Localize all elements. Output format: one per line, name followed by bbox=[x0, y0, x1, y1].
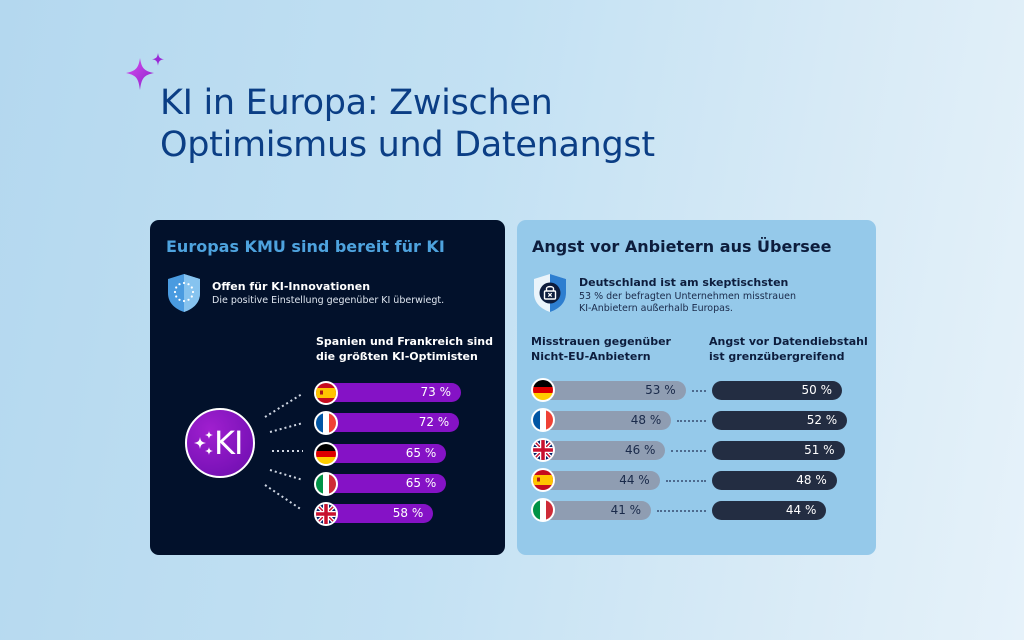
row-connector bbox=[665, 480, 706, 482]
distrust-value-label: 44 % bbox=[619, 473, 650, 487]
column-heading-theft-line-1: Angst vor Datendiebstahl bbox=[709, 335, 868, 348]
ki-badge-label: KI bbox=[214, 424, 243, 462]
flag-fr-icon bbox=[531, 408, 555, 432]
row-connector bbox=[691, 390, 706, 392]
connector-line bbox=[264, 484, 303, 511]
ai-sparkle-icon bbox=[194, 431, 213, 455]
ki-badge: KI bbox=[185, 408, 255, 478]
flag-de-icon bbox=[314, 441, 338, 466]
theft-bar-gb: 51 % bbox=[712, 441, 845, 460]
theft-bar-de: 50 % bbox=[712, 381, 842, 400]
panel-title: Europas KMU sind bereit für KI bbox=[166, 237, 445, 256]
column-heading-distrust-line-1: Misstrauen gegenüber bbox=[531, 335, 671, 348]
theft-value-label: 51 % bbox=[804, 443, 835, 457]
page-title-line-2: Optimismus und Datenangst bbox=[160, 125, 655, 165]
theft-bar-es: 48 % bbox=[712, 471, 837, 490]
info-text: 53 % der befragten Unternehmen misstraue… bbox=[579, 291, 796, 315]
info-heading: Deutschland ist am skeptischsten bbox=[579, 276, 789, 289]
bar-value-label: 58 % bbox=[392, 506, 424, 521]
connector-line bbox=[269, 422, 304, 433]
bar-value-label: 72 % bbox=[418, 415, 450, 430]
column-heading-distrust: Misstrauen gegenüber Nicht-EU-Anbietern bbox=[531, 334, 671, 364]
distrust-bar-gb: 46 % bbox=[533, 441, 666, 460]
flag-it-icon bbox=[314, 471, 338, 496]
bar-fr: 72 % bbox=[316, 413, 460, 433]
panel-overseas-fear: Angst vor Anbietern aus Übersee Deutschl… bbox=[517, 220, 876, 555]
distrust-value-label: 53 % bbox=[645, 383, 676, 397]
bar-value-label: 73 % bbox=[420, 385, 452, 399]
chart-subheading-line-1: Spanien und Frankreich sind bbox=[316, 335, 493, 348]
distrust-bar-es: 44 % bbox=[533, 471, 660, 490]
flag-gb-icon bbox=[314, 502, 338, 527]
bar-value-label: 65 % bbox=[405, 475, 437, 490]
flag-de-icon bbox=[531, 378, 555, 402]
flag-es-icon bbox=[531, 468, 555, 492]
page-title-line-1: KI in Europa: Zwischen bbox=[160, 83, 553, 123]
panel-ai-readiness: Europas KMU sind bereit für KI Offen für… bbox=[150, 220, 505, 555]
bar-de: 65 % bbox=[316, 443, 447, 463]
bar-gb: 58 % bbox=[316, 504, 434, 524]
info-text-line-1: 53 % der befragten Unternehmen misstraue… bbox=[579, 291, 796, 302]
sparkle-icon bbox=[126, 53, 164, 90]
theft-value-label: 44 % bbox=[785, 503, 817, 517]
lock-shield-icon bbox=[534, 274, 566, 312]
theft-value-label: 52 % bbox=[806, 413, 838, 427]
row-connector bbox=[657, 510, 706, 512]
bar-value-label: 65 % bbox=[405, 445, 437, 460]
connector-line bbox=[269, 469, 304, 481]
theft-bar-fr: 52 % bbox=[712, 411, 848, 430]
flag-gb-icon bbox=[531, 438, 555, 462]
bar-es: 73 % bbox=[316, 383, 462, 402]
page-title: KI in Europa: Zwischen Optimismus und Da… bbox=[160, 82, 655, 166]
panel-title: Angst vor Anbietern aus Übersee bbox=[532, 237, 832, 256]
distrust-value-label: 46 % bbox=[624, 443, 656, 457]
info-heading: Offen für KI-Innovationen bbox=[212, 280, 371, 293]
distrust-bar-de: 53 % bbox=[533, 381, 686, 400]
connector-lines bbox=[264, 393, 304, 511]
theft-bar-it: 44 % bbox=[712, 501, 827, 520]
info-text-line-2: KI-Anbietern außerhalb Europas. bbox=[579, 303, 733, 314]
flag-it-icon bbox=[531, 498, 555, 522]
distrust-value-label: 41 % bbox=[610, 503, 642, 517]
connector-line bbox=[264, 393, 303, 418]
flag-fr-icon bbox=[314, 411, 338, 436]
column-heading-theft-line-2: ist grenzübergreifend bbox=[709, 350, 845, 363]
distrust-bar-fr: 48 % bbox=[533, 411, 672, 430]
info-text: Die positive Einstellung gegenüber KI üb… bbox=[212, 295, 445, 306]
theft-value-label: 48 % bbox=[796, 473, 827, 487]
distrust-value-label: 48 % bbox=[630, 413, 662, 427]
column-heading-theft: Angst vor Datendiebstahl ist grenzübergr… bbox=[709, 334, 868, 364]
chart-subheading: Spanien und Frankreich sind die größten … bbox=[316, 334, 493, 364]
column-heading-distrust-line-2: Nicht-EU-Anbietern bbox=[531, 350, 651, 363]
distrust-bar-it: 41 % bbox=[533, 501, 652, 520]
row-connector bbox=[671, 450, 706, 452]
flag-es-icon bbox=[314, 381, 338, 405]
bar-it: 65 % bbox=[316, 473, 447, 493]
eu-shield-icon bbox=[168, 274, 200, 312]
theft-value-label: 50 % bbox=[801, 383, 833, 397]
chart-subheading-line-2: die größten KI-Optimisten bbox=[316, 350, 478, 363]
row-connector bbox=[677, 420, 706, 422]
